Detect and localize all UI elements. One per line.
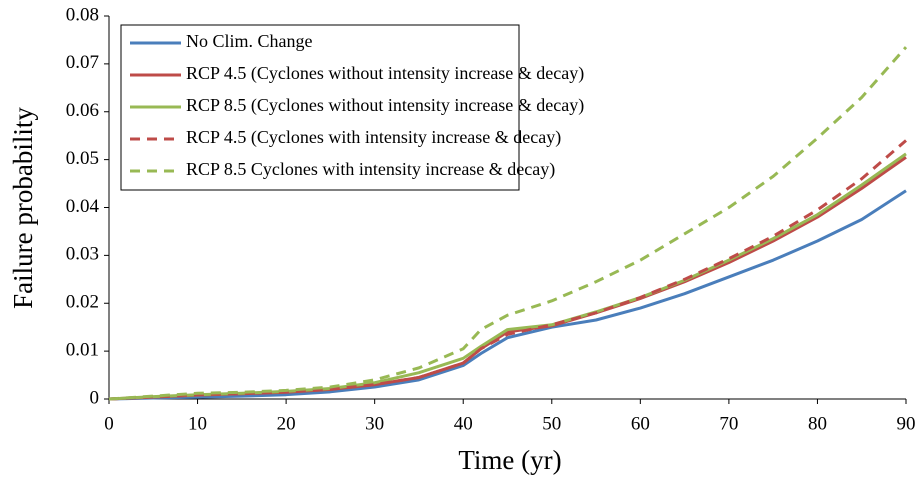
legend-label: RCP 8.5 (Cyclones without intensity incr… bbox=[186, 95, 584, 116]
y-tick-label: 0.05 bbox=[66, 148, 99, 169]
legend-label: RCP 8.5 Cyclones with intensity increase… bbox=[186, 159, 555, 180]
x-tick-label: 20 bbox=[277, 413, 296, 434]
x-tick-label: 50 bbox=[542, 413, 561, 434]
y-tick-label: 0.08 bbox=[66, 4, 99, 25]
y-tick-label: 0.01 bbox=[66, 339, 99, 360]
legend-label: RCP 4.5 (Cyclones without intensity incr… bbox=[186, 63, 584, 84]
legend-label: RCP 4.5 (Cyclones with intensity increas… bbox=[186, 127, 561, 148]
series-line bbox=[108, 189, 907, 401]
x-tick-label: 0 bbox=[104, 413, 114, 434]
y-tick-label: 0.06 bbox=[66, 100, 99, 121]
y-tick-label: 0.07 bbox=[66, 52, 99, 73]
y-tick-label: 0.03 bbox=[66, 244, 99, 265]
x-tick-label: 10 bbox=[188, 413, 207, 434]
y-tick-label: 0.04 bbox=[66, 196, 100, 217]
x-axis-title: Time (yr) bbox=[458, 445, 561, 475]
series-line bbox=[108, 152, 907, 401]
x-tick-label: 30 bbox=[365, 413, 384, 434]
x-tick-label: 80 bbox=[808, 413, 827, 434]
legend-box bbox=[120, 24, 520, 191]
y-axis-title: Failure probability bbox=[8, 107, 38, 309]
y-tick-label: 0.02 bbox=[66, 292, 99, 313]
series-line bbox=[108, 156, 907, 401]
x-tick-label: 60 bbox=[631, 413, 650, 434]
x-tick-label: 90 bbox=[897, 413, 916, 434]
y-tick-label: 0 bbox=[90, 387, 100, 408]
series-line bbox=[108, 46, 908, 401]
x-tick-label: 70 bbox=[719, 413, 738, 434]
x-tick-label: 40 bbox=[454, 413, 473, 434]
legend-label: No Clim. Change bbox=[186, 31, 313, 51]
